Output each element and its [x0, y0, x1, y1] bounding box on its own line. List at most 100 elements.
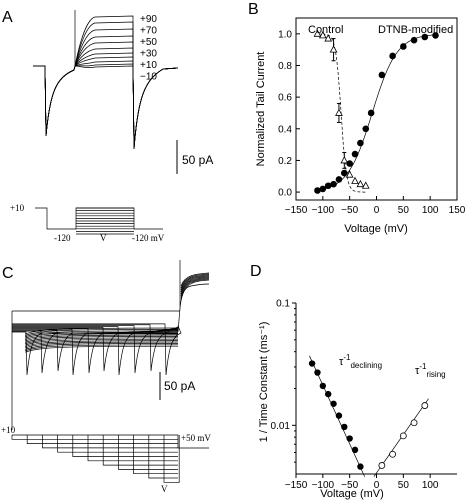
x-tick-label: 100	[422, 480, 439, 491]
trace-label: +30	[140, 49, 157, 60]
panel-b-data-points	[313, 29, 439, 194]
current-trace	[24, 338, 179, 346]
current-trace	[24, 330, 179, 338]
current-trace	[24, 333, 179, 340]
dtnb-point	[400, 43, 407, 50]
y-tick-label: 0.4	[278, 124, 292, 135]
panel-d-y-axis-label: 1 / Time Constant (ms⁻¹)	[258, 322, 270, 443]
step-current-trace	[180, 276, 210, 295]
x-tick-label: −50	[341, 480, 358, 491]
x-tick-label: −150	[285, 205, 308, 216]
protocol-step	[87, 435, 104, 462]
x-tick-label: −100	[312, 205, 335, 216]
current-trace	[24, 334, 179, 342]
protocol-step	[72, 435, 89, 457]
dtnb-fit-curve	[317, 34, 436, 191]
y-tick-label: 0.2	[278, 156, 292, 167]
panel-b-legend-dtnb: DTNB-modified	[378, 24, 453, 36]
protocol-step	[57, 435, 74, 453]
panel-a-voltage-protocol: +10 -120 V -120 mV	[10, 203, 165, 243]
panel-a-protocol-post-label: -120 mV	[132, 233, 165, 243]
dtnb-point	[421, 33, 429, 41]
panel-d-fit-lines	[309, 355, 429, 477]
y-tick-label: 1.0	[278, 29, 292, 40]
panel-d-data-points	[308, 360, 429, 470]
x-tick-label: 50	[398, 480, 410, 491]
control-point	[356, 179, 365, 188]
declining-point	[341, 423, 348, 431]
panel-c-scale-bar-label: 50 pA	[164, 379, 195, 393]
dtnb-point	[378, 71, 386, 79]
panel-a-protocol-hold-label: +10	[10, 203, 25, 213]
panel-c-current-traces	[11, 260, 210, 430]
current-trace	[24, 331, 179, 339]
step-current-trace	[180, 273, 210, 289]
panel-a-trace-labels: +90+70+50+30+10−10	[140, 14, 157, 83]
x-tick-label: 100	[422, 205, 439, 216]
panel-b-y-axis-label: Normalized Tail Current	[255, 52, 267, 167]
panel-a-letter: A	[2, 9, 13, 26]
panel-b-axes: −150 −100 −50 0 50 100 150 0.0 0.2 0.4 0.6 0.8 1.0	[278, 29, 466, 216]
control-point	[345, 170, 354, 178]
protocol-step	[133, 435, 150, 475]
current-trace	[24, 329, 179, 336]
panel-a-scale-bar-label: 50 pA	[182, 153, 213, 167]
declining-point	[314, 369, 321, 376]
protocol-step	[118, 435, 134, 470]
rising-point	[389, 450, 397, 458]
step-current-trace	[180, 275, 210, 293]
dtnb-point	[389, 52, 396, 60]
control-point	[324, 34, 333, 42]
declining-point	[335, 412, 343, 419]
current-trace	[24, 336, 179, 343]
dtnb-point	[351, 150, 359, 158]
declining-point	[357, 463, 364, 470]
dtnb-point	[335, 176, 343, 183]
current-trace	[24, 340, 179, 347]
dtnb-point	[432, 32, 439, 39]
panel-c-protocol-hold-label: +10	[1, 425, 16, 435]
dtnb-point	[367, 109, 375, 117]
declining-point	[346, 435, 353, 442]
current-trace	[24, 337, 179, 345]
control-point	[351, 176, 359, 184]
dtnb-point	[324, 182, 332, 190]
dtnb-point	[346, 160, 353, 167]
dtnb-point	[319, 185, 327, 193]
current-trace	[24, 345, 179, 353]
control-point	[329, 45, 338, 53]
current-trace	[24, 341, 179, 349]
declining-point	[319, 382, 327, 390]
current-trace	[24, 344, 179, 352]
dtnb-point	[341, 169, 348, 177]
panel-a-current-traces	[33, 10, 179, 150]
step-current-trace	[180, 274, 210, 291]
panel-b-fit-curves	[317, 33, 436, 193]
declining-point	[330, 400, 337, 407]
dtnb-point	[314, 187, 321, 194]
step-current-trace	[180, 272, 210, 287]
protocol-step	[148, 435, 165, 479]
panel-d-axes: −150 −100 −50 0 50 100 0.01 0.1	[271, 299, 457, 491]
step-current-trace	[180, 277, 210, 297]
rising-point	[421, 402, 429, 409]
trace-label: +90	[140, 14, 157, 25]
dtnb-point	[410, 36, 418, 44]
x-tick-label: −50	[341, 205, 358, 216]
x-tick-label: 50	[398, 205, 410, 216]
protocol-step	[11, 435, 28, 440]
trace-label: +70	[140, 26, 157, 37]
control-point	[335, 108, 343, 116]
panel-b-letter: B	[248, 1, 259, 18]
x-tick-label: 0	[374, 480, 380, 491]
rising-point	[378, 462, 386, 469]
panel-d-rising-label: τ-1rising	[415, 362, 446, 379]
protocol-step	[42, 435, 58, 449]
panel-c-protocol-end-label: +50 mV	[181, 433, 211, 443]
panel-c-letter: C	[2, 265, 14, 282]
control-point	[340, 156, 349, 164]
x-tick-label: −150	[285, 480, 308, 491]
y-tick-label: 0.8	[278, 61, 292, 72]
